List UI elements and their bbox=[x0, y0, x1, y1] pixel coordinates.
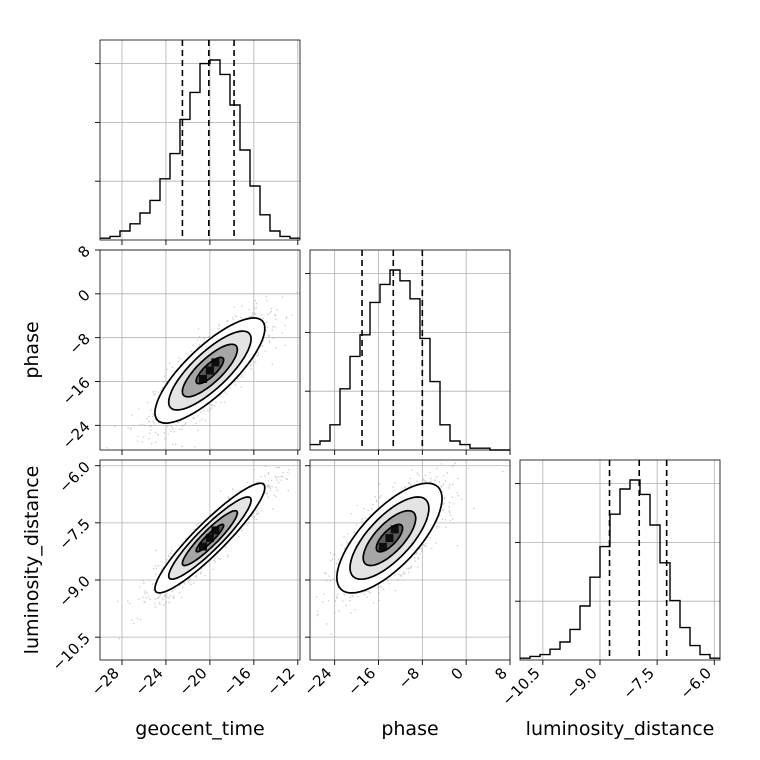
density-peak bbox=[205, 534, 214, 543]
tick-label-geocent-time: −28 bbox=[88, 664, 123, 699]
histogram-panel-phase bbox=[305, 250, 511, 455]
panel-content bbox=[117, 465, 290, 640]
tick-label-geocent-time: −16 bbox=[220, 664, 255, 699]
contour-line-1 bbox=[195, 356, 225, 385]
x-axis-label-geocent-time: geocent_time bbox=[135, 718, 264, 740]
tick-label-phase: −8 bbox=[65, 330, 93, 358]
contour-line-4 bbox=[154, 482, 266, 594]
contour-line-3 bbox=[167, 330, 252, 411]
tick-label-luminosity-distance: −7.5 bbox=[619, 664, 657, 702]
density-peak bbox=[199, 542, 208, 551]
tick-label-phase: −24 bbox=[300, 664, 335, 699]
tick-label-phase: 0 bbox=[448, 664, 467, 683]
tick-label-phase: −24 bbox=[59, 417, 94, 452]
panel-frame bbox=[309, 459, 511, 661]
scatter-panel-phase-vs-luminosity-distance: −24 −16 −8 0 8 bbox=[300, 460, 511, 699]
histogram-phase bbox=[310, 269, 510, 451]
scatter-panel-geocent-time-vs-luminosity-distance: −28 −24 −20 −16 −12 −10.5 −9.0 −7.5 −6.0 bbox=[49, 458, 300, 699]
density-peak bbox=[385, 534, 394, 543]
contour-line-2 bbox=[181, 509, 239, 567]
tick-label-geocent-time: −24 bbox=[132, 664, 167, 699]
tick-label-luminosity-distance: −6.0 bbox=[55, 458, 93, 496]
panel-frame bbox=[99, 459, 301, 661]
tick-label-phase: −8 bbox=[395, 664, 423, 692]
panel-content bbox=[106, 291, 298, 449]
contour-line-1 bbox=[375, 523, 404, 553]
tick-label-phase: −16 bbox=[344, 664, 379, 699]
histogram-panel-luminosity-distance: −10.5 −9.0 −7.5 −6.0 bbox=[498, 460, 720, 709]
y-axis-label-phase: phase bbox=[21, 321, 43, 378]
panel-content bbox=[315, 462, 504, 635]
tick-label-phase: −16 bbox=[59, 374, 94, 409]
contour-line-2 bbox=[362, 509, 417, 567]
density-peak bbox=[211, 358, 220, 367]
x-axis-label-luminosity-distance: luminosity_distance bbox=[526, 718, 715, 740]
panel-frame bbox=[519, 459, 721, 661]
contour-line-4 bbox=[154, 317, 266, 424]
density-peak bbox=[205, 366, 214, 375]
histogram-geocent-time bbox=[100, 59, 300, 239]
tick-label-geocent-time: −20 bbox=[176, 664, 211, 699]
density-peak bbox=[199, 374, 208, 383]
tick-label-geocent-time: −12 bbox=[264, 664, 299, 699]
x-axis-label-phase: phase bbox=[381, 718, 438, 740]
histogram-panel-geocent-time bbox=[95, 40, 300, 245]
tick-label-luminosity-distance: −9.0 bbox=[55, 572, 93, 610]
density-peak bbox=[211, 526, 220, 535]
tick-label-phase: 8 bbox=[74, 242, 93, 261]
density-peak bbox=[390, 525, 399, 534]
panel-frame bbox=[309, 249, 511, 451]
density-peak bbox=[378, 542, 387, 551]
histogram-luminosity-distance bbox=[520, 479, 720, 659]
tick-label-luminosity-distance: −6.0 bbox=[677, 664, 715, 702]
contour-line-4 bbox=[335, 482, 443, 594]
panel-frame bbox=[99, 249, 301, 451]
y-axis-label-luminosity-distance: luminosity_distance bbox=[21, 466, 43, 655]
contour-line-3 bbox=[349, 496, 430, 581]
labels-layer: geocent_time phase luminosity_distance p… bbox=[21, 321, 714, 740]
contour-line-1 bbox=[195, 523, 225, 553]
tick-label-luminosity-distance: −10.5 bbox=[498, 664, 543, 709]
panels-layer: −10.5 −9.0 −7.5 −6.0−24−16−808−28 −24 −20 −16−… bbox=[49, 39, 721, 709]
tick-label-luminosity-distance: −9.0 bbox=[562, 664, 600, 702]
tick-label-luminosity-distance: −7.5 bbox=[55, 515, 93, 553]
tick-label-luminosity-distance: −10.5 bbox=[49, 629, 94, 674]
panel-frame bbox=[99, 39, 301, 241]
contour-line-3 bbox=[167, 496, 252, 581]
scatter-panel-geocent-time-vs-phase: −24 −16 −8 0 8 bbox=[59, 242, 300, 455]
contour-line-2 bbox=[181, 343, 239, 398]
tick-label-phase: 0 bbox=[74, 286, 93, 305]
tick-label-phase: 8 bbox=[491, 664, 510, 683]
